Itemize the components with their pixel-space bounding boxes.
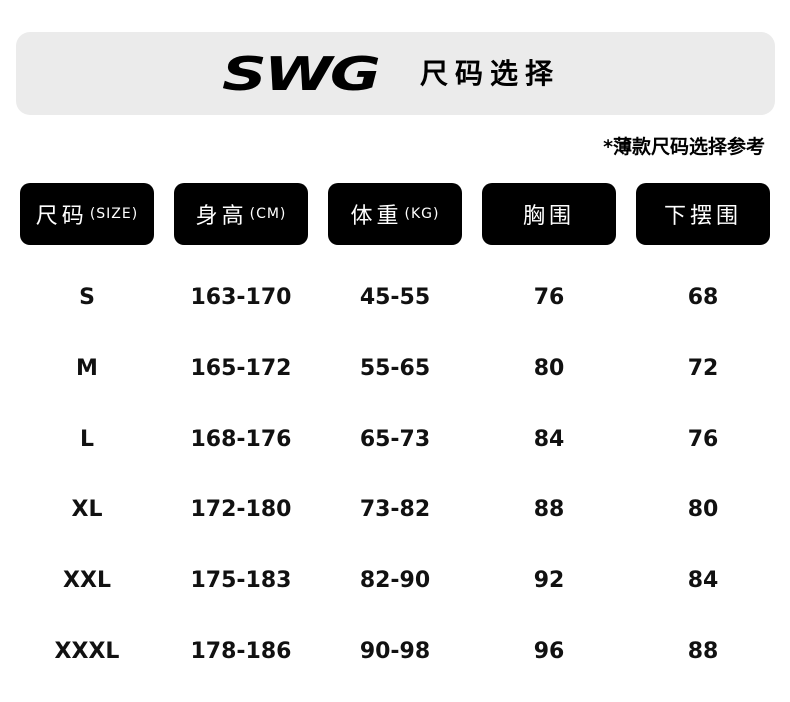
table-cell: M xyxy=(76,355,98,381)
table-cell: 92 xyxy=(533,568,565,594)
note: *薄款尺码选择参考 xyxy=(603,136,765,158)
table-cell: 76 xyxy=(687,426,719,452)
column-header: 体重 (KG) xyxy=(328,183,462,245)
column-header: 身高 (CM) xyxy=(174,183,308,245)
column-label: 体重 xyxy=(350,204,403,229)
table-cell: XL xyxy=(71,497,103,523)
column-unit: (CM) xyxy=(249,206,287,222)
table-cell: 84 xyxy=(687,568,719,594)
table-cell: 76 xyxy=(533,285,565,310)
table-cell: 178-186 xyxy=(190,639,292,664)
table-cell: 165-172 xyxy=(190,355,292,381)
table-cell: 172-180 xyxy=(190,497,292,523)
table-cell: 84 xyxy=(533,426,565,452)
table-cell: 55-65 xyxy=(359,355,431,381)
table-cell: 82-90 xyxy=(359,568,431,594)
table-cell: XXL xyxy=(63,568,111,594)
table-cell: 80 xyxy=(687,497,719,523)
column-label: 下摆围 xyxy=(663,204,742,229)
table-cell: 90-98 xyxy=(359,639,431,664)
table-cell: L xyxy=(79,426,95,452)
table-cell: 88 xyxy=(533,497,565,523)
table-cell: 163-170 xyxy=(190,285,292,310)
table-cell: 80 xyxy=(533,355,565,381)
table-cell: 68 xyxy=(687,285,719,310)
header-banner xyxy=(16,32,775,115)
table-cell: XXXL xyxy=(54,639,120,664)
column-label: 身高 xyxy=(195,204,248,229)
column-header: 胸围 xyxy=(482,183,616,245)
table-cell: 88 xyxy=(687,639,719,664)
column-label: 尺码 xyxy=(35,204,88,229)
table-cell: 168-176 xyxy=(190,426,292,452)
column-label: 胸围 xyxy=(522,204,575,229)
table-cell: 45-55 xyxy=(359,285,431,310)
table-cell: 175-183 xyxy=(190,568,292,594)
column-unit: (KG) xyxy=(404,206,440,222)
brand-logo: SWG xyxy=(222,47,381,101)
table-cell: S xyxy=(79,285,95,310)
column-unit: (SIZE) xyxy=(89,206,139,222)
table-cell: 96 xyxy=(533,639,565,664)
column-header: 尺码 (SIZE) xyxy=(20,183,154,245)
table-cell: 72 xyxy=(687,355,719,381)
table-cell: 73-82 xyxy=(359,497,431,523)
column-header: 下摆围 xyxy=(636,183,770,245)
header-title: 尺码选择 xyxy=(420,57,561,90)
table-cell: 65-73 xyxy=(359,426,431,452)
